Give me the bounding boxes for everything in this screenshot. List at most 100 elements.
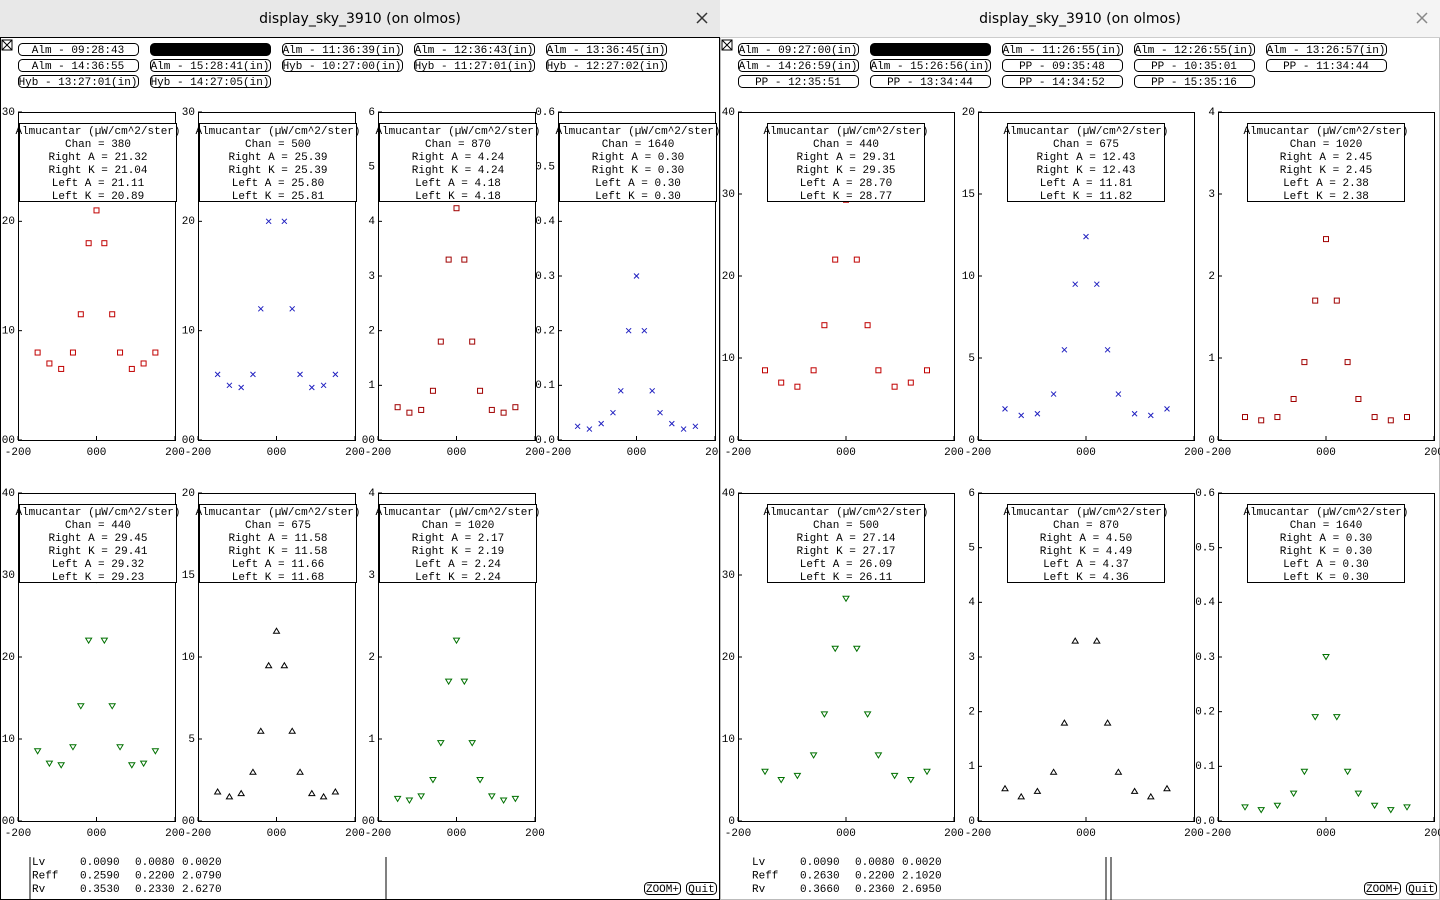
time-button-label[interactable]: Alm - 13:36:45(in) bbox=[547, 45, 666, 57]
data-point bbox=[864, 322, 871, 329]
table-cell: 2.6270 bbox=[182, 884, 222, 896]
x-tick-label: 000 bbox=[267, 828, 287, 840]
time-button-label[interactable]: PP - 15:35:16 bbox=[1151, 77, 1237, 89]
time-button[interactable] bbox=[282, 59, 403, 72]
time-button-label[interactable]: Hyb - 11:27:01(in) bbox=[415, 61, 534, 73]
table-cell: 0.2200 bbox=[855, 870, 895, 882]
time-button[interactable] bbox=[18, 75, 139, 88]
data-point bbox=[1018, 412, 1025, 419]
time-button[interactable] bbox=[1266, 43, 1387, 56]
time-button-label[interactable]: Alm - 10:26:59(in) bbox=[871, 45, 990, 57]
info-line: Almucantar (µW/cm^2/ster) bbox=[1243, 507, 1408, 519]
time-button[interactable] bbox=[1134, 75, 1255, 88]
info-line: Almucantar (µW/cm^2/ster) bbox=[763, 126, 928, 138]
y-tick-label: 0.0 bbox=[535, 435, 555, 447]
time-button[interactable] bbox=[1134, 59, 1255, 72]
data-point bbox=[320, 382, 327, 389]
time-button-label[interactable]: Alm - 11:36:39(in) bbox=[283, 45, 402, 57]
time-button-label[interactable]: Alm - 13:26:57(in) bbox=[1267, 45, 1386, 57]
time-button-label[interactable]: PP - 13:34:44 bbox=[887, 77, 973, 89]
time-button[interactable] bbox=[18, 59, 139, 72]
time-button[interactable] bbox=[738, 43, 859, 56]
time-button[interactable] bbox=[414, 43, 535, 56]
y-tick-label: 10 bbox=[722, 734, 735, 746]
data-point bbox=[1130, 787, 1139, 794]
time-button-label[interactable]: Alm - 09:28:43 bbox=[32, 45, 124, 57]
close-button[interactable] bbox=[1416, 12, 1428, 24]
data-point bbox=[307, 789, 316, 797]
control-button[interactable] bbox=[644, 882, 681, 895]
time-button[interactable] bbox=[150, 43, 271, 56]
control-label[interactable]: ZOOM+ bbox=[646, 884, 679, 896]
time-button[interactable] bbox=[870, 75, 991, 88]
table-cell: 0.2590 bbox=[80, 870, 120, 882]
time-button[interactable] bbox=[1002, 75, 1123, 88]
data-point bbox=[924, 367, 930, 374]
time-button[interactable] bbox=[546, 43, 667, 56]
control-button[interactable] bbox=[1364, 882, 1401, 895]
time-button-label[interactable]: Alm - 14:26:59(in) bbox=[739, 61, 858, 73]
y-tick-label: 10 bbox=[2, 734, 15, 746]
table-cell: Rv bbox=[752, 884, 766, 896]
info-line: Right K = 27.17 bbox=[796, 546, 895, 558]
data-point bbox=[100, 637, 109, 645]
data-point bbox=[297, 371, 303, 378]
time-button[interactable] bbox=[1266, 59, 1387, 72]
time-button-label[interactable]: Alm - 11:26:55(in) bbox=[1003, 45, 1122, 57]
time-button[interactable] bbox=[738, 59, 859, 72]
data-point bbox=[1146, 792, 1155, 800]
time-button[interactable] bbox=[546, 59, 667, 72]
control-button[interactable] bbox=[686, 882, 717, 895]
time-button[interactable] bbox=[870, 43, 991, 56]
time-button-label[interactable]: Alm - 15:26:56(in) bbox=[871, 61, 990, 73]
time-button-label[interactable]: PP - 10:35:01 bbox=[1151, 61, 1237, 73]
x-tick-label: 000 bbox=[1076, 447, 1096, 459]
time-button-label[interactable]: PP - 14:34:52 bbox=[1019, 77, 1105, 89]
corner-icon[interactable] bbox=[721, 39, 733, 51]
data-point bbox=[445, 256, 452, 263]
time-button-label[interactable]: Alm - 15:28:41(in) bbox=[151, 61, 270, 73]
control-label[interactable]: ZOOM+ bbox=[1366, 884, 1399, 896]
time-button[interactable] bbox=[870, 59, 991, 72]
time-button[interactable] bbox=[150, 59, 271, 72]
time-button-label[interactable]: PP - 12:35:51 bbox=[755, 77, 841, 89]
time-button-label[interactable]: Alm - 12:36:43(in) bbox=[415, 45, 534, 57]
data-point bbox=[1323, 236, 1329, 243]
time-button-label[interactable]: PP - 11:34:44 bbox=[1283, 61, 1369, 73]
y-tick-label: 5 bbox=[368, 162, 375, 174]
time-button-label[interactable]: Hyb - 10:27:00(in) bbox=[283, 61, 402, 73]
time-button-label[interactable]: Hyb - 12:27:02(in) bbox=[547, 61, 666, 73]
time-button[interactable] bbox=[414, 59, 535, 72]
data-point bbox=[610, 409, 616, 416]
close-button[interactable] bbox=[696, 12, 708, 24]
corner-icon[interactable] bbox=[1, 39, 13, 51]
time-button-label[interactable]: Alm - 09:27:00(in) bbox=[739, 45, 858, 57]
time-button-label[interactable]: PP - 09:35:48 bbox=[1019, 61, 1105, 73]
data-point bbox=[863, 711, 872, 718]
time-button[interactable] bbox=[738, 75, 859, 88]
x-tick-label: 000 bbox=[836, 828, 856, 840]
time-button[interactable] bbox=[282, 43, 403, 56]
info-line: Chan = 1020 bbox=[422, 520, 495, 532]
data-point bbox=[511, 795, 520, 803]
data-point bbox=[308, 384, 315, 391]
y-tick-label: 40 bbox=[722, 488, 735, 500]
time-button[interactable] bbox=[1134, 43, 1255, 56]
control-button[interactable] bbox=[1406, 882, 1437, 895]
data-point bbox=[69, 744, 77, 751]
time-button-label[interactable]: Alm - 12:26:55(in) bbox=[1135, 45, 1254, 57]
time-button-label[interactable]: Alm - 14:36:55 bbox=[32, 61, 124, 73]
time-button-label[interactable]: Hyb - 14:27:05(in) bbox=[151, 77, 270, 89]
time-button[interactable] bbox=[1002, 59, 1123, 72]
data-point bbox=[1290, 396, 1297, 402]
control-label[interactable]: Quit bbox=[1408, 884, 1434, 896]
time-button-label[interactable]: Hyb - 13:27:01(in) bbox=[19, 77, 138, 89]
time-button[interactable] bbox=[18, 43, 139, 56]
y-tick-label: 30 bbox=[2, 107, 15, 119]
time-button[interactable] bbox=[1002, 43, 1123, 56]
time-button[interactable] bbox=[150, 75, 271, 88]
info-line: Left A = 11.66 bbox=[232, 559, 324, 571]
data-point bbox=[810, 367, 817, 374]
control-label[interactable]: Quit bbox=[688, 884, 714, 896]
time-button-label[interactable]: Alm - 10:36:37(in) bbox=[151, 45, 270, 57]
